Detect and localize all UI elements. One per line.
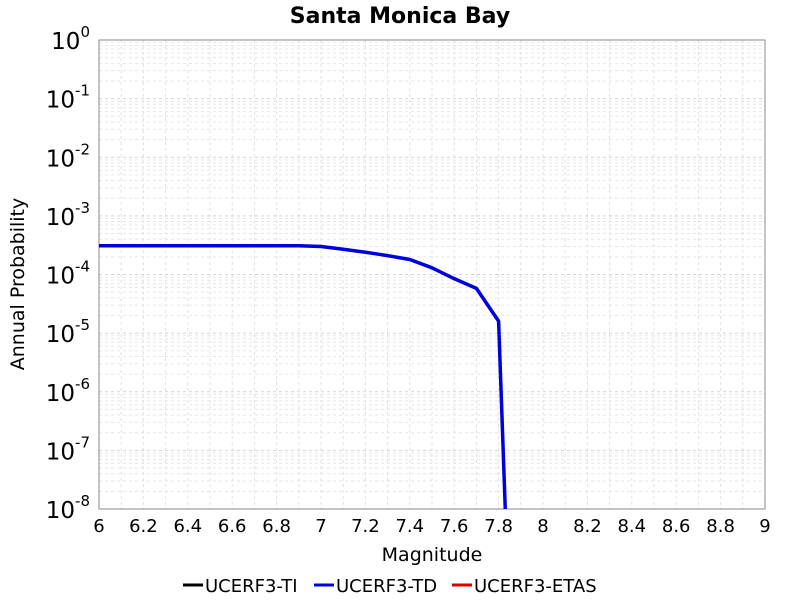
series-line-ucerf3-td [99, 243, 508, 510]
y-tick-label: 100 [51, 23, 90, 55]
y-tick-label: 10-8 [46, 492, 90, 524]
y-tick-label: 10-6 [46, 375, 90, 407]
x-tick-label: 7.2 [351, 516, 380, 537]
plot-frame [98, 39, 766, 510]
x-axis-label: Magnitude [382, 544, 483, 566]
legend-label-ucerf3-etas: UCERF3-ETAS [474, 576, 597, 597]
x-tick-labels: 6 6.2 6.4 6.6 6.8 7 7.2 7.4 7.6 7.8 8 8.2 8.4 8.6 8.8 9 [93, 516, 770, 537]
series-layer [99, 243, 508, 510]
y-tick-label: 10-3 [46, 199, 90, 231]
x-tick-label: 8.8 [706, 516, 735, 537]
y-tick-label: 10-1 [46, 82, 90, 114]
y-axis-label: Annual Probability [7, 198, 29, 371]
y-tick-labels: 100 10-1 10-2 10-3 10-4 10-5 10-6 10-7 10-8 [46, 23, 90, 524]
x-tick-label: 7.6 [440, 516, 469, 537]
x-tick-label: 6.2 [129, 516, 158, 537]
x-tick-label: 8.6 [662, 516, 691, 537]
legend-item-ucerf3-td: UCERF3-TD [314, 576, 437, 597]
x-tick-label: 7.4 [395, 516, 424, 537]
x-tick-label: 6 [93, 516, 104, 537]
legend-label-ucerf3-td: UCERF3-TD [336, 576, 437, 597]
x-tick-label: 6.8 [262, 516, 291, 537]
x-tick-label: 6.6 [218, 516, 247, 537]
y-tick-label: 10-5 [46, 316, 90, 348]
y-tick-label: 10-2 [46, 140, 90, 172]
x-tick-label: 6.4 [173, 516, 202, 537]
y-tick-label: 10-4 [46, 258, 90, 290]
legend-item-ucerf3-etas: UCERF3-ETAS [452, 576, 597, 597]
chart-title: Santa Monica Bay [290, 4, 510, 29]
legend-label-ucerf3-ti: UCERF3-TI [205, 576, 298, 597]
legend-item-ucerf3-ti: UCERF3-TI [183, 576, 298, 597]
x-tick-label: 7 [315, 516, 326, 537]
x-tick-label: 8.2 [573, 516, 602, 537]
x-tick-label: 8 [537, 516, 548, 537]
legend: UCERF3-TI UCERF3-TD UCERF3-ETAS [183, 576, 597, 597]
x-tick-label: 8.4 [617, 516, 646, 537]
y-tick-label: 10-7 [46, 433, 90, 465]
x-tick-label: 7.8 [484, 516, 513, 537]
grid [99, 40, 765, 509]
x-tick-label: 9 [759, 516, 770, 537]
